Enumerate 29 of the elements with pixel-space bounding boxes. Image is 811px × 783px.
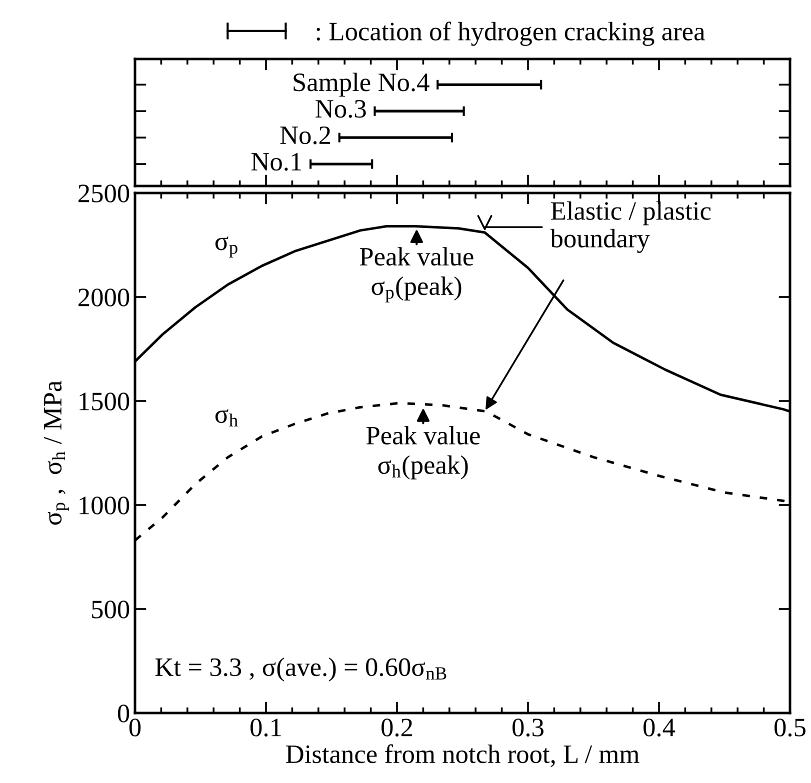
x-tick-label: 0.3	[512, 718, 544, 737]
annotation: Peak value σ$_{h}$(peak)	[366, 426, 480, 480]
x-axis-title: Distance from notch root, L / mm	[286, 744, 640, 767]
annotation: Peak value σ$_{p}$(peak)	[360, 247, 474, 302]
bar	[310, 162, 372, 166]
annotation: Kt = 3.3 , σ(ave.) = 0.60σ$_{nB}$	[155, 658, 446, 682]
legend-label: : Location of hydrogen cracking area	[316, 22, 705, 46]
x-tick-label: 0.4	[644, 718, 676, 737]
y-axis-title: σ$_{p}$ , σ$_{h}$ / MPa	[44, 380, 69, 525]
y-tick-label: 2500	[78, 184, 130, 202]
bar	[374, 110, 464, 112]
y-tick-label: 1000	[80, 496, 130, 514]
bar	[438, 83, 542, 86]
series-label: σ$_{h}$	[215, 409, 238, 426]
x-tick-label: 0	[129, 718, 141, 736]
annotation: No.1	[251, 152, 302, 171]
annotation: Elastic / plastic boundary	[550, 201, 711, 253]
annotation: No.3	[316, 100, 366, 118]
y-tick-label: 2000	[78, 288, 130, 306]
x-tick-label: 0.5	[774, 718, 806, 737]
bar	[339, 136, 452, 139]
y-tick-label: 0	[118, 704, 130, 722]
x-tick-label: 0.2	[382, 718, 412, 737]
x-tick-label: 0.1	[250, 718, 281, 737]
y-tick-label: 500	[92, 600, 130, 618]
series-label: σ$_{p}$	[215, 236, 238, 258]
y-tick-label: 1500	[80, 392, 130, 410]
annotation: Sample No.4	[294, 72, 430, 97]
annotation: No.2	[280, 126, 330, 144]
